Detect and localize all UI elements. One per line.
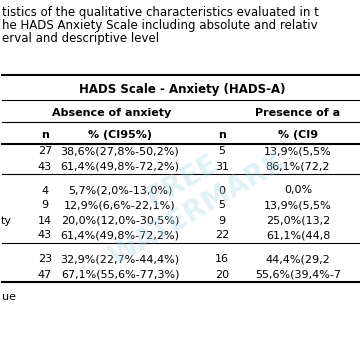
Text: 5,7%(2,0%-13,0%): 5,7%(2,0%-13,0%) bbox=[68, 185, 172, 195]
Text: 55,6%(39,4%-7: 55,6%(39,4%-7 bbox=[255, 270, 341, 279]
Text: 0,0%: 0,0% bbox=[284, 185, 312, 195]
Text: 31: 31 bbox=[215, 162, 229, 171]
Text: 43: 43 bbox=[38, 230, 52, 240]
Text: FREE
WATERMARK: FREE WATERMARK bbox=[88, 119, 292, 271]
Text: 61,4%(49,8%-72,2%): 61,4%(49,8%-72,2%) bbox=[60, 162, 180, 171]
Text: 25,0%(13,2: 25,0%(13,2 bbox=[266, 216, 330, 225]
Text: 12,9%(6,6%-22,1%): 12,9%(6,6%-22,1%) bbox=[64, 201, 176, 211]
Text: 5: 5 bbox=[219, 201, 225, 211]
Text: n: n bbox=[218, 130, 226, 140]
Text: HADS Scale - Anxiety (HADS-A): HADS Scale - Anxiety (HADS-A) bbox=[79, 84, 285, 96]
Text: n: n bbox=[41, 130, 49, 140]
Text: 86,1%(72,2: 86,1%(72,2 bbox=[266, 162, 330, 171]
Text: 32,9%(22,7%-44,4%): 32,9%(22,7%-44,4%) bbox=[60, 255, 180, 265]
Text: 16: 16 bbox=[215, 255, 229, 265]
Text: he HADS Anxiety Scale including absolute and relativ: he HADS Anxiety Scale including absolute… bbox=[2, 19, 318, 32]
Text: 9: 9 bbox=[219, 216, 226, 225]
Text: 13,9%(5,5%: 13,9%(5,5% bbox=[264, 201, 332, 211]
Text: 20: 20 bbox=[215, 270, 229, 279]
Text: 5: 5 bbox=[219, 147, 225, 157]
Text: 23: 23 bbox=[38, 255, 52, 265]
Text: 9: 9 bbox=[41, 201, 49, 211]
Text: 44,4%(29,2: 44,4%(29,2 bbox=[266, 255, 330, 265]
Text: 43: 43 bbox=[38, 162, 52, 171]
Text: Absence of anxiety: Absence of anxiety bbox=[52, 108, 172, 118]
Text: 67,1%(55,6%-77,3%): 67,1%(55,6%-77,3%) bbox=[61, 270, 179, 279]
Text: 61,4%(49,8%-72,2%): 61,4%(49,8%-72,2%) bbox=[60, 230, 180, 240]
Text: 61,1%(44,8: 61,1%(44,8 bbox=[266, 230, 330, 240]
Text: 47: 47 bbox=[38, 270, 52, 279]
Text: 13,9%(5,5%: 13,9%(5,5% bbox=[264, 147, 332, 157]
Text: 38,6%(27,8%-50,2%): 38,6%(27,8%-50,2%) bbox=[60, 147, 179, 157]
Text: 4: 4 bbox=[41, 185, 49, 195]
Text: 0: 0 bbox=[219, 185, 225, 195]
Text: ue: ue bbox=[2, 292, 16, 302]
Text: % (CI95%): % (CI95%) bbox=[88, 130, 152, 140]
Text: Presence of a: Presence of a bbox=[256, 108, 341, 118]
Text: % (CI9: % (CI9 bbox=[278, 130, 318, 140]
Text: ty: ty bbox=[1, 216, 12, 225]
Text: 14: 14 bbox=[38, 216, 52, 225]
Text: tistics of the qualitative characteristics evaluated in t: tistics of the qualitative characteristi… bbox=[2, 6, 319, 19]
Text: 22: 22 bbox=[215, 230, 229, 240]
Text: erval and descriptive level: erval and descriptive level bbox=[2, 32, 159, 45]
Text: 20,0%(12,0%-30,5%): 20,0%(12,0%-30,5%) bbox=[61, 216, 179, 225]
Text: 27: 27 bbox=[38, 147, 52, 157]
